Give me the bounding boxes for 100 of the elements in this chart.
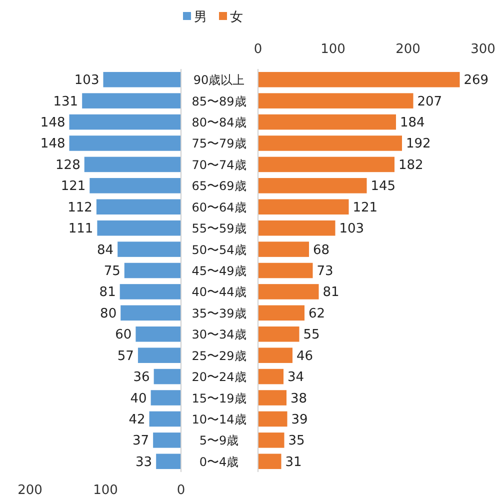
data-label: 33: [136, 454, 152, 470]
bar: [103, 72, 181, 88]
data-label: 35: [288, 434, 305, 449]
data-label: 192: [406, 136, 431, 152]
bar: [156, 454, 181, 470]
bar: [258, 72, 460, 88]
y-tick-label: 45〜49歳: [192, 264, 246, 278]
bar: [258, 262, 313, 278]
y-tick-label: 55〜59歳: [192, 222, 246, 236]
y-tick-label: 85〜89歳: [192, 94, 246, 108]
data-label: 269: [464, 73, 489, 88]
data-label: 145: [370, 179, 396, 194]
y-tick-label: 5〜9歳: [199, 434, 239, 448]
x-tick-label: 200: [18, 483, 42, 498]
x-tick-label: 100: [93, 483, 118, 498]
bar: [258, 454, 282, 470]
bar: [258, 220, 336, 236]
bar: [258, 284, 319, 300]
x2-tick-label: 0: [254, 42, 262, 57]
data-label: 131: [53, 94, 78, 110]
y-tick-label: 65〜69歳: [192, 179, 246, 194]
data-label: 81: [99, 285, 116, 300]
data-label: 184: [400, 116, 425, 131]
data-label: 46: [296, 348, 314, 364]
bar: [258, 242, 309, 257]
bar: [120, 284, 181, 300]
data-label: 207: [417, 94, 442, 110]
bar: [138, 348, 181, 363]
data-label: 182: [398, 158, 424, 173]
data-label: 81: [322, 285, 340, 300]
bar: [258, 348, 292, 363]
bar: [96, 199, 181, 215]
y-tick-label: 35〜39歳: [192, 306, 246, 320]
y-tick-label: 70〜74歳: [192, 158, 246, 172]
bar: [136, 326, 181, 342]
data-label: 103: [339, 222, 364, 237]
bar: [97, 220, 181, 236]
y-tick-label: 75〜79歳: [192, 136, 246, 151]
data-label: 62: [308, 306, 326, 322]
x-tick-label: 0: [176, 483, 186, 498]
data-label: 55: [303, 328, 320, 343]
bar: [124, 262, 181, 278]
y-tick-label: 40〜44歳: [192, 285, 246, 300]
bar: [153, 432, 181, 448]
x2-tick-label: 300: [470, 42, 496, 57]
x2-tick-label: 100: [320, 42, 346, 57]
bar: [154, 368, 181, 384]
data-label: 111: [68, 222, 94, 237]
data-label: 80: [100, 306, 117, 322]
data-label: 60: [115, 328, 132, 343]
data-label: 42: [128, 412, 146, 428]
data-label: 148: [40, 116, 66, 131]
y-tick-label: 15〜19歳: [192, 391, 246, 406]
bar: [258, 178, 367, 194]
data-label: 36: [133, 370, 150, 386]
data-label: 84: [97, 242, 114, 258]
bar: [258, 411, 288, 427]
data-label: 39: [291, 412, 308, 428]
data-label: 68: [313, 242, 330, 258]
data-label: 37: [132, 434, 150, 449]
data-label: 40: [130, 391, 147, 406]
bar: [69, 114, 181, 130]
bar: [258, 156, 394, 172]
bar: [258, 390, 286, 406]
y-tick-label: 80〜84歳: [192, 116, 246, 130]
legend-label: 男: [194, 10, 207, 25]
y-tick-label: 20〜24歳: [192, 370, 246, 384]
y-tick-label: 10〜14歳: [192, 412, 246, 426]
data-label: 31: [285, 454, 302, 470]
data-label: 121: [352, 200, 378, 216]
bar: [82, 93, 181, 108]
bar: [258, 305, 304, 321]
data-label: 103: [74, 73, 100, 88]
data-label: 57: [117, 348, 134, 364]
bar: [69, 136, 181, 151]
data-label: 128: [56, 158, 80, 173]
legend-label: 女: [230, 10, 243, 25]
data-label: 38: [290, 391, 308, 406]
y-tick-label: 90歳以上: [193, 73, 245, 88]
data-label: 73: [316, 264, 334, 279]
bar: [258, 326, 300, 342]
data-label: 121: [60, 179, 86, 194]
bar: [258, 199, 349, 215]
y-tick-label: 60〜64歳: [192, 200, 246, 214]
bar: [120, 305, 181, 321]
bar: [150, 390, 181, 406]
bar: [90, 178, 181, 194]
data-label: 148: [40, 136, 66, 152]
data-label: 112: [68, 200, 92, 216]
bar: [118, 242, 181, 257]
data-label: 34: [288, 370, 304, 386]
y-tick-label: 30〜34歳: [192, 328, 246, 342]
y-tick-label: 0〜4歳: [199, 454, 239, 469]
y-tick-label: 50〜54歳: [192, 242, 246, 257]
bar: [149, 411, 181, 427]
bar: [258, 93, 414, 108]
bar: [258, 114, 396, 130]
bar: [258, 368, 284, 384]
bar: [258, 136, 402, 151]
x2-tick-label: 200: [396, 42, 420, 57]
